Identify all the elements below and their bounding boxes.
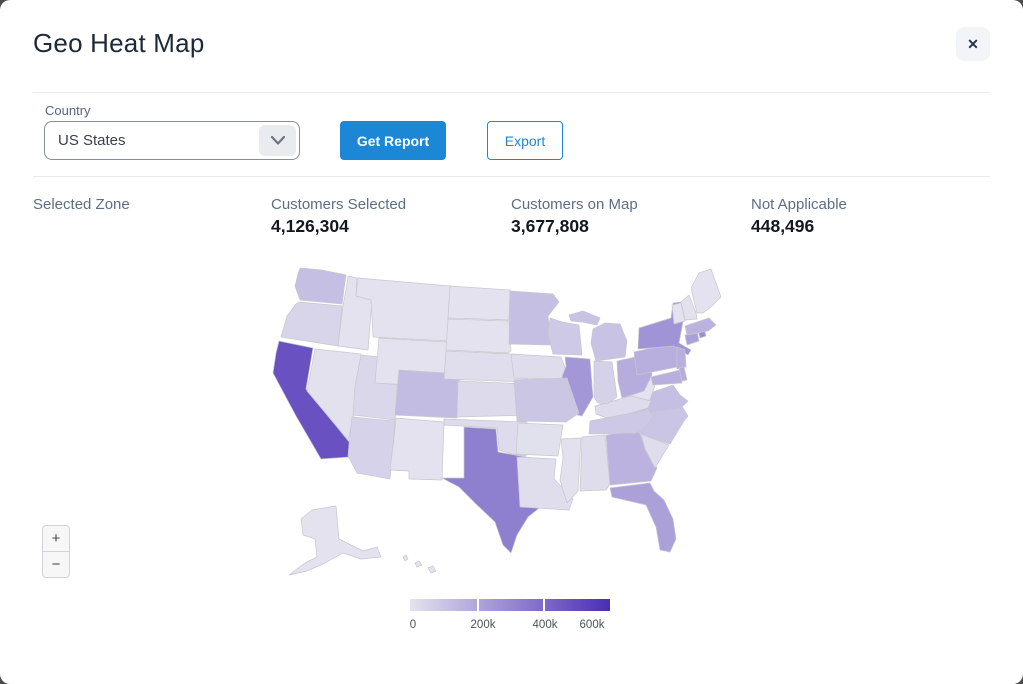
state-hi[interactable] — [414, 560, 423, 568]
legend-separator — [543, 599, 546, 611]
state-co[interactable] — [394, 369, 461, 419]
state-wi[interactable] — [547, 317, 583, 356]
state-or[interactable] — [280, 301, 343, 347]
legend-tick: 400k — [532, 619, 558, 631]
state-ms[interactable] — [559, 437, 582, 504]
legend-tick: 200k — [470, 619, 496, 631]
state-ia[interactable] — [510, 353, 568, 380]
state-id[interactable] — [337, 275, 373, 351]
legend-separator — [476, 599, 479, 611]
state-me[interactable] — [690, 268, 722, 314]
page-title: Geo Heat Map — [33, 28, 205, 58]
state-la[interactable] — [516, 456, 574, 511]
stat-selected-zone: Selected Zone — [33, 196, 130, 216]
state-mn[interactable] — [508, 290, 560, 346]
close-button[interactable]: ✕ — [956, 27, 990, 61]
chevron-down-icon — [259, 125, 296, 156]
state-de[interactable] — [678, 366, 688, 382]
stat-not-applicable: Not Applicable 448,496 — [751, 196, 847, 237]
state-in[interactable] — [593, 360, 618, 405]
state-mi-upper[interactable] — [568, 310, 601, 326]
legend-tick: 0 — [409, 619, 417, 631]
country-select-value: US States — [58, 132, 126, 149]
heat-legend-ticks: 0 200k 400k 600k — [400, 619, 620, 633]
state-sd[interactable] — [445, 318, 512, 354]
get-report-button[interactable]: Get Report — [340, 121, 446, 160]
state-nd[interactable] — [447, 285, 511, 321]
stat-label: Customers on Map — [511, 196, 638, 213]
us-heat-map[interactable] — [260, 258, 740, 588]
state-ca[interactable] — [272, 340, 351, 460]
export-button[interactable]: Export — [487, 121, 563, 160]
state-mo[interactable] — [513, 377, 580, 423]
close-icon: ✕ — [967, 35, 979, 52]
state-nh[interactable] — [680, 294, 698, 321]
state-tn[interactable] — [588, 409, 654, 435]
stat-customers-on-map: Customers on Map 3,677,808 — [511, 196, 638, 237]
legend-tick: 600k — [579, 619, 605, 631]
state-vt[interactable] — [671, 302, 686, 325]
stat-value: 3,677,808 — [511, 216, 589, 236]
state-hi[interactable] — [402, 554, 409, 562]
divider-controls — [33, 176, 990, 177]
state-fl[interactable] — [609, 482, 677, 553]
stat-value: 448,496 — [751, 216, 815, 236]
map-zoom-controls: + − — [42, 525, 70, 578]
state-sc[interactable] — [640, 433, 670, 469]
heat-legend-gradient — [410, 599, 610, 611]
state-md[interactable] — [650, 369, 683, 386]
country-select[interactable]: US States — [44, 121, 300, 160]
state-wa[interactable] — [294, 267, 347, 305]
state-hi[interactable] — [427, 565, 437, 574]
stat-value: 4,126,304 — [271, 216, 349, 236]
divider-top — [33, 92, 990, 93]
state-ak[interactable] — [288, 505, 382, 576]
state-nm[interactable] — [389, 417, 445, 481]
state-mi[interactable] — [590, 322, 628, 362]
state-az[interactable] — [347, 416, 396, 480]
state-nj[interactable] — [676, 346, 687, 370]
state-ky[interactable] — [594, 395, 652, 420]
stat-label: Customers Selected — [271, 196, 407, 213]
zoom-in-button[interactable]: + — [42, 525, 70, 552]
stat-label: Not Applicable — [751, 196, 847, 213]
stat-label: Selected Zone — [33, 196, 130, 213]
state-ar[interactable] — [515, 422, 564, 457]
zoom-out-button[interactable]: − — [42, 551, 70, 578]
state-ma[interactable] — [684, 317, 717, 336]
country-label: Country — [45, 103, 91, 118]
state-al[interactable] — [579, 434, 611, 492]
stat-customers-selected: Customers Selected 4,126,304 — [271, 196, 406, 237]
